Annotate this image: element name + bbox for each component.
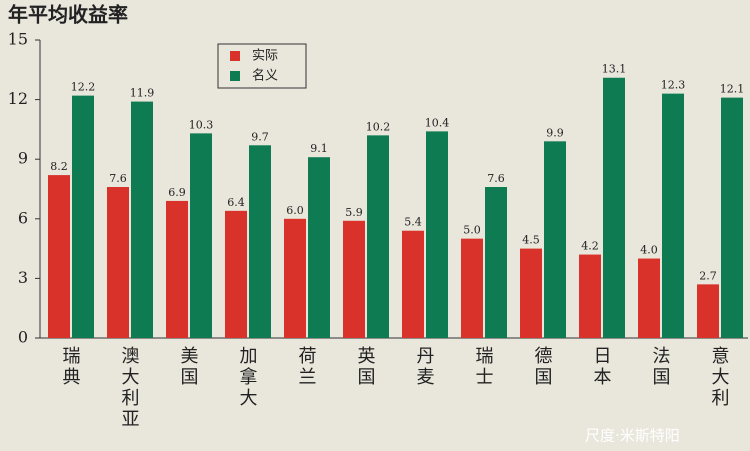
bar <box>697 284 719 338</box>
x-tick-label: 丹麦 <box>414 346 435 388</box>
legend-label: 实际 <box>252 49 278 64</box>
bar <box>131 101 153 338</box>
value-label: 10.3 <box>189 118 214 131</box>
bar <box>343 220 365 338</box>
bar <box>48 175 70 338</box>
value-label: 7.6 <box>487 172 505 185</box>
legend-label: 名义 <box>252 68 278 84</box>
x-tick-label: 意大利 <box>709 346 730 409</box>
legend-swatch <box>230 71 240 81</box>
value-label: 4.5 <box>522 234 540 247</box>
value-label: 11.9 <box>130 87 155 100</box>
bar <box>284 218 306 338</box>
value-label: 8.2 <box>50 160 68 173</box>
x-tick-label: 加拿大 <box>237 346 258 409</box>
value-label: 5.4 <box>404 216 422 229</box>
x-tick-label: 瑞士 <box>473 346 494 388</box>
bar <box>367 135 389 338</box>
value-label: 10.2 <box>366 120 391 133</box>
legend-box <box>217 43 307 89</box>
bar <box>190 133 212 338</box>
value-label: 6.4 <box>227 196 245 209</box>
y-tick-label: 0 <box>18 328 28 347</box>
bar <box>520 248 542 338</box>
value-label: 5.9 <box>345 206 363 219</box>
value-label: 9.9 <box>546 126 564 139</box>
x-tick-label: 日本 <box>591 346 612 388</box>
bar <box>107 187 129 338</box>
value-label: 4.2 <box>581 240 599 253</box>
value-label: 12.1 <box>720 83 745 96</box>
value-label: 10.4 <box>425 116 450 129</box>
bar <box>544 141 566 338</box>
bar <box>662 93 684 338</box>
bar <box>485 187 507 338</box>
y-tick-label: 6 <box>18 208 28 227</box>
value-label: 9.7 <box>251 130 269 143</box>
y-tick-label: 3 <box>18 268 28 287</box>
bar <box>603 77 625 338</box>
x-tick-label: 荷兰 <box>296 346 317 388</box>
value-label: 6.0 <box>286 204 304 217</box>
value-label: 4.0 <box>640 244 658 257</box>
chart-title: 年平均收益率 <box>8 3 128 27</box>
value-label: 9.1 <box>310 142 328 155</box>
bar <box>308 157 330 338</box>
x-tick-label: 英国 <box>355 346 376 388</box>
y-tick-label: 12 <box>8 89 28 108</box>
value-label: 13.1 <box>602 63 627 76</box>
bar <box>638 258 660 338</box>
x-tick-label: 法国 <box>650 346 671 388</box>
legend-swatch <box>230 51 240 61</box>
x-tick-label: 德国 <box>532 346 553 388</box>
watermark: 尺度·米斯特阳 <box>585 427 680 445</box>
x-tick-label: 瑞典 <box>60 346 81 388</box>
x-tick-label: 澳大利亚 <box>119 346 140 430</box>
bar <box>461 238 483 338</box>
value-label: 5.0 <box>463 224 481 237</box>
y-tick-label: 15 <box>8 30 28 49</box>
bar <box>426 131 448 338</box>
x-tick-label: 美国 <box>178 346 199 388</box>
value-label: 12.2 <box>71 81 96 94</box>
y-tick-label: 9 <box>18 149 28 168</box>
value-label: 2.7 <box>699 269 717 282</box>
bar <box>225 210 247 338</box>
value-label: 6.9 <box>168 186 186 199</box>
value-label: 7.6 <box>109 172 127 185</box>
bar <box>721 97 743 338</box>
bar <box>249 145 271 338</box>
bar <box>166 200 188 338</box>
value-label: 12.3 <box>661 79 686 92</box>
bar <box>402 230 424 338</box>
bar <box>579 254 601 338</box>
bar <box>72 95 94 338</box>
